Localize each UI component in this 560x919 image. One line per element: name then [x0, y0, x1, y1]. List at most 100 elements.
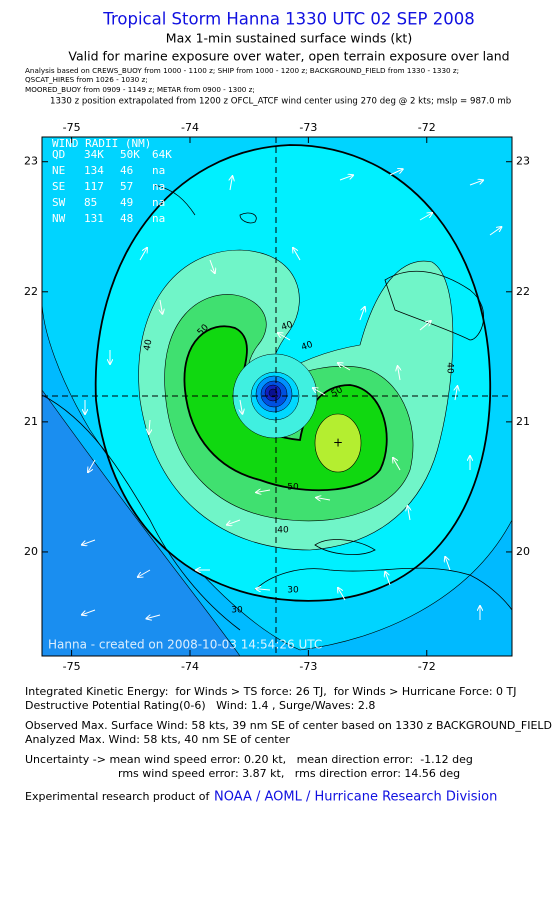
radii-cell: na — [152, 180, 165, 193]
x-tick-label: -74 — [181, 121, 199, 134]
wind-arrow — [393, 458, 401, 471]
x-tick-label: -73 — [299, 660, 317, 673]
y-tick-label: 23 — [24, 155, 38, 168]
y-tick-label: 20 — [516, 545, 530, 558]
radii-cell: na — [152, 196, 165, 209]
contour-label: 40 — [300, 340, 314, 353]
wind-arrow — [398, 366, 400, 381]
contour-label: 40 — [445, 362, 455, 374]
wind-arrow — [313, 388, 326, 396]
radii-cell: NE — [52, 164, 65, 177]
wind-arrow — [389, 169, 403, 176]
wind-arrow — [408, 506, 410, 521]
title: Tropical Storm Hanna 1330 UTC 02 SEP 200… — [102, 10, 474, 29]
wind-arrow — [293, 248, 301, 261]
wind-arrow — [278, 333, 291, 341]
wind-arrow — [469, 180, 483, 186]
radii-cell: 46 — [120, 164, 133, 177]
contour-label: 50 — [287, 483, 299, 493]
radii-title: WIND RADII (NM) — [52, 137, 151, 150]
validity: Valid for marine exposure over water, op… — [68, 49, 509, 64]
radii-cell: 49 — [120, 196, 133, 209]
watermark: Hanna - created on 2008-10-03 14:54:26 U… — [48, 638, 322, 652]
y-tick-label: 22 — [516, 285, 530, 298]
x-tick-label: -74 — [181, 660, 199, 673]
position-note: 1330 z position extrapolated from 1200 z… — [50, 97, 511, 107]
contour-label: 40 — [280, 320, 294, 333]
radii-header-cell: 34K — [84, 148, 104, 161]
x-tick-label: -73 — [299, 121, 317, 134]
radii-cell: 48 — [120, 212, 133, 225]
max-wind-marker: + — [333, 436, 343, 450]
wind-arrow — [419, 213, 432, 221]
wind-arrow — [445, 557, 451, 571]
radii-cell: SE — [52, 180, 65, 193]
wind-arrow — [455, 386, 457, 401]
radii-cell: 117 — [84, 180, 104, 193]
y-tick-label: 20 — [24, 545, 38, 558]
wind-arrow — [149, 419, 150, 434]
source-line: QSCAT_HIRES from 1026 - 1030 z; — [25, 75, 148, 84]
radii-cell: na — [152, 164, 165, 177]
wind-arrow — [146, 615, 161, 619]
radii-cell: 131 — [84, 212, 104, 225]
contour-label: 40 — [277, 526, 289, 536]
wind-arrow — [316, 498, 331, 500]
footer-line: Destructive Potential Rating(0-6) Wind: … — [25, 699, 375, 712]
x-tick-label: -75 — [63, 660, 81, 673]
radii-header-cell: 50K — [120, 148, 140, 161]
wind-arrow — [209, 259, 215, 273]
wind-arrow — [160, 299, 162, 314]
y-tick-label: 22 — [24, 285, 38, 298]
source-line: Analysis based on CREWS_BUOY from 1000 -… — [25, 66, 459, 75]
source-line: MOORED_BUOY from 0909 - 1149 z; METAR fr… — [25, 85, 255, 94]
footer-line: Observed Max. Surface Wind: 58 kts, 39 n… — [25, 719, 552, 732]
footer-line: rms wind speed error: 3.87 kt, rms direc… — [118, 767, 460, 780]
wind-arrow — [138, 569, 151, 577]
wind-arrow — [256, 490, 271, 492]
wind-arrow — [88, 459, 96, 472]
radii-cell: 85 — [84, 196, 97, 209]
y-tick-label: 21 — [24, 415, 38, 428]
x-tick-label: -72 — [418, 660, 436, 673]
wind-arrow — [230, 176, 232, 191]
wind-arrow — [489, 227, 501, 236]
wind-arrow — [419, 321, 431, 331]
credit: Experimental research product of — [25, 790, 210, 803]
x-tick-label: -72 — [418, 121, 436, 134]
wind-arrow — [240, 399, 242, 414]
radii-cell: na — [152, 212, 165, 225]
wind-radii-table: WIND RADII (NM) QD 34K 50K 64K NE 134 46 na SE 11… — [52, 137, 172, 225]
contour-label: 30 — [287, 586, 299, 596]
radii-cell: SW — [52, 196, 66, 209]
footer-line: Integrated Kinetic Energy: for Winds > T… — [25, 685, 517, 698]
radii-header-cell: 64K — [152, 148, 172, 161]
credit-link[interactable]: NOAA / AOML / Hurricane Research Divisio… — [214, 790, 497, 805]
wind-arrow — [82, 539, 96, 545]
y-tick-label: 23 — [516, 155, 530, 168]
wind-arrow — [338, 363, 351, 371]
radii-cell: NW — [52, 212, 66, 225]
radii-cell: 134 — [84, 164, 104, 177]
wind-vectors — [82, 169, 502, 620]
wind-arrow — [385, 572, 391, 586]
footer-line: Analyzed Max. Wind: 58 kts, 40 nm SE of … — [25, 733, 290, 746]
footer: Integrated Kinetic Energy: for Winds > T… — [25, 685, 552, 805]
x-tick-label: -75 — [63, 121, 81, 134]
map-frame — [41, 136, 513, 657]
wind-arrow — [359, 307, 365, 321]
subtitle: Max 1-min sustained surface winds (kt) — [166, 31, 412, 46]
radii-cell: 57 — [120, 180, 133, 193]
contour-label: 30 — [231, 606, 243, 616]
axes: -75 -75 -74 -74 -73 -73 -72 -72 20 20 21 21 22 22 23 23 — [24, 121, 530, 673]
wind-arrow — [338, 588, 346, 601]
eye-ring — [268, 388, 278, 398]
wind-arrow — [82, 609, 96, 615]
wind-arrow — [227, 519, 241, 525]
contour-55 — [314, 413, 362, 473]
wind-arrow — [339, 175, 353, 181]
